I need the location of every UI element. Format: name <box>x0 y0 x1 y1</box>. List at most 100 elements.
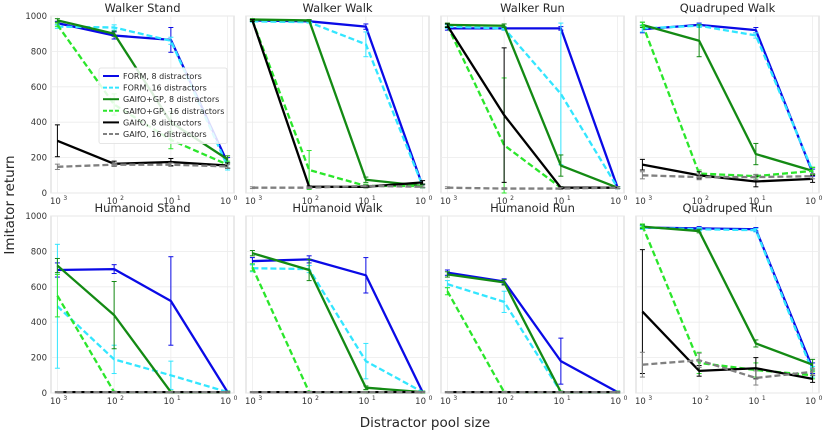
series-line <box>642 359 813 380</box>
series-line <box>252 20 424 187</box>
plot-area <box>440 215 625 394</box>
panel-title: Quadruped Walk <box>680 1 776 15</box>
panel-title: Quadruped Run <box>682 201 772 215</box>
x-tick-exponent: 2 <box>705 195 709 202</box>
series-line <box>446 25 618 189</box>
x-tick-label: 10 <box>220 197 231 207</box>
y-tick-label: 400 <box>31 318 47 328</box>
y-tick-label: 400 <box>31 118 47 128</box>
x-tick-exponent: 0 <box>819 195 823 202</box>
x-tick-label: 10 <box>497 197 508 207</box>
y-tick-label: 800 <box>31 247 47 257</box>
x-tick-label: 10 <box>610 197 621 207</box>
panel-title: Walker Stand <box>104 1 180 15</box>
panel-title: Walker Run <box>500 1 565 15</box>
plot-area <box>245 215 430 394</box>
y-tick-label: 200 <box>31 354 47 364</box>
y-tick-label: 0 <box>42 189 47 199</box>
x-tick-label: 10 <box>302 197 313 207</box>
series-line <box>642 225 813 366</box>
x-tick-label: 10 <box>748 197 759 207</box>
x-tick-exponent: 1 <box>372 395 376 402</box>
x-tick-label: 10 <box>415 397 426 407</box>
panel-title: Humanoid Walk <box>292 201 383 215</box>
x-tick-exponent: 1 <box>762 195 766 202</box>
series-line <box>252 267 424 394</box>
x-tick-label: 10 <box>415 197 426 207</box>
plot-area <box>635 15 820 194</box>
x-tick-label: 10 <box>805 197 816 207</box>
series-line <box>642 163 813 183</box>
series-line <box>252 258 424 393</box>
legend-label: GAIfO, 8 distractors <box>123 118 202 127</box>
x-tick-exponent: 1 <box>372 195 376 202</box>
plot-area <box>50 215 235 394</box>
series-line <box>252 184 423 189</box>
x-axis-label: Distractor pool size <box>360 415 490 431</box>
x-tick-label: 10 <box>553 197 564 207</box>
x-tick-label: 10 <box>440 197 451 207</box>
legend: FORM, 8 distractors FORM, 16 distractors G… <box>98 67 228 144</box>
x-tick-exponent: 1 <box>177 395 181 402</box>
panel-title: Humanoid Stand <box>94 201 190 215</box>
panel-title: Walker Walk <box>302 1 372 15</box>
series-line <box>642 23 813 172</box>
x-tick-label: 10 <box>163 397 174 407</box>
x-tick-label: 10 <box>610 397 621 407</box>
x-tick-exponent: 3 <box>648 395 652 402</box>
x-tick-exponent: 0 <box>819 395 823 402</box>
x-tick-exponent: 1 <box>567 195 571 202</box>
x-tick-exponent: 0 <box>234 195 238 202</box>
y-tick-label: 600 <box>31 283 47 293</box>
series-line <box>447 25 619 189</box>
x-tick-exponent: 3 <box>63 395 67 402</box>
x-tick-label: 10 <box>50 197 61 207</box>
x-tick-exponent: 1 <box>762 395 766 402</box>
x-tick-exponent: 1 <box>567 395 571 402</box>
x-tick-exponent: 3 <box>258 195 262 202</box>
x-tick-label: 10 <box>245 397 256 407</box>
x-tick-exponent: 0 <box>234 395 238 402</box>
series-line <box>641 23 813 178</box>
x-tick-label: 10 <box>497 397 508 407</box>
legend-label: FORM, 16 distractors <box>123 84 207 93</box>
x-tick-label: 10 <box>553 397 564 407</box>
x-tick-exponent: 3 <box>453 195 457 202</box>
y-tick-label: 800 <box>31 47 47 57</box>
series-line <box>57 163 228 168</box>
x-tick-label: 10 <box>440 397 451 407</box>
y-tick-label: 600 <box>31 83 47 93</box>
x-tick-exponent: 2 <box>510 195 514 202</box>
y-axis-label: Imitator return <box>2 155 18 254</box>
x-tick-label: 10 <box>107 197 118 207</box>
series-line <box>447 271 619 394</box>
series-line <box>57 267 229 393</box>
series-line <box>447 23 619 189</box>
y-tick-label: 200 <box>31 154 47 164</box>
x-tick-label: 10 <box>805 397 816 407</box>
x-tick-label: 10 <box>358 197 369 207</box>
series-line <box>252 252 423 394</box>
x-tick-exponent: 3 <box>258 395 262 402</box>
series-line <box>251 20 423 188</box>
x-tick-exponent: 3 <box>648 195 652 202</box>
x-tick-exponent: 2 <box>120 195 124 202</box>
series-line <box>252 18 423 188</box>
x-tick-exponent: 0 <box>429 395 433 402</box>
x-tick-exponent: 3 <box>63 195 67 202</box>
x-tick-label: 10 <box>692 197 703 207</box>
x-tick-exponent: 2 <box>510 395 514 402</box>
series-line <box>446 25 618 189</box>
legend-label: GAIfO, 16 distractors <box>123 130 207 139</box>
x-tick-label: 10 <box>358 397 369 407</box>
